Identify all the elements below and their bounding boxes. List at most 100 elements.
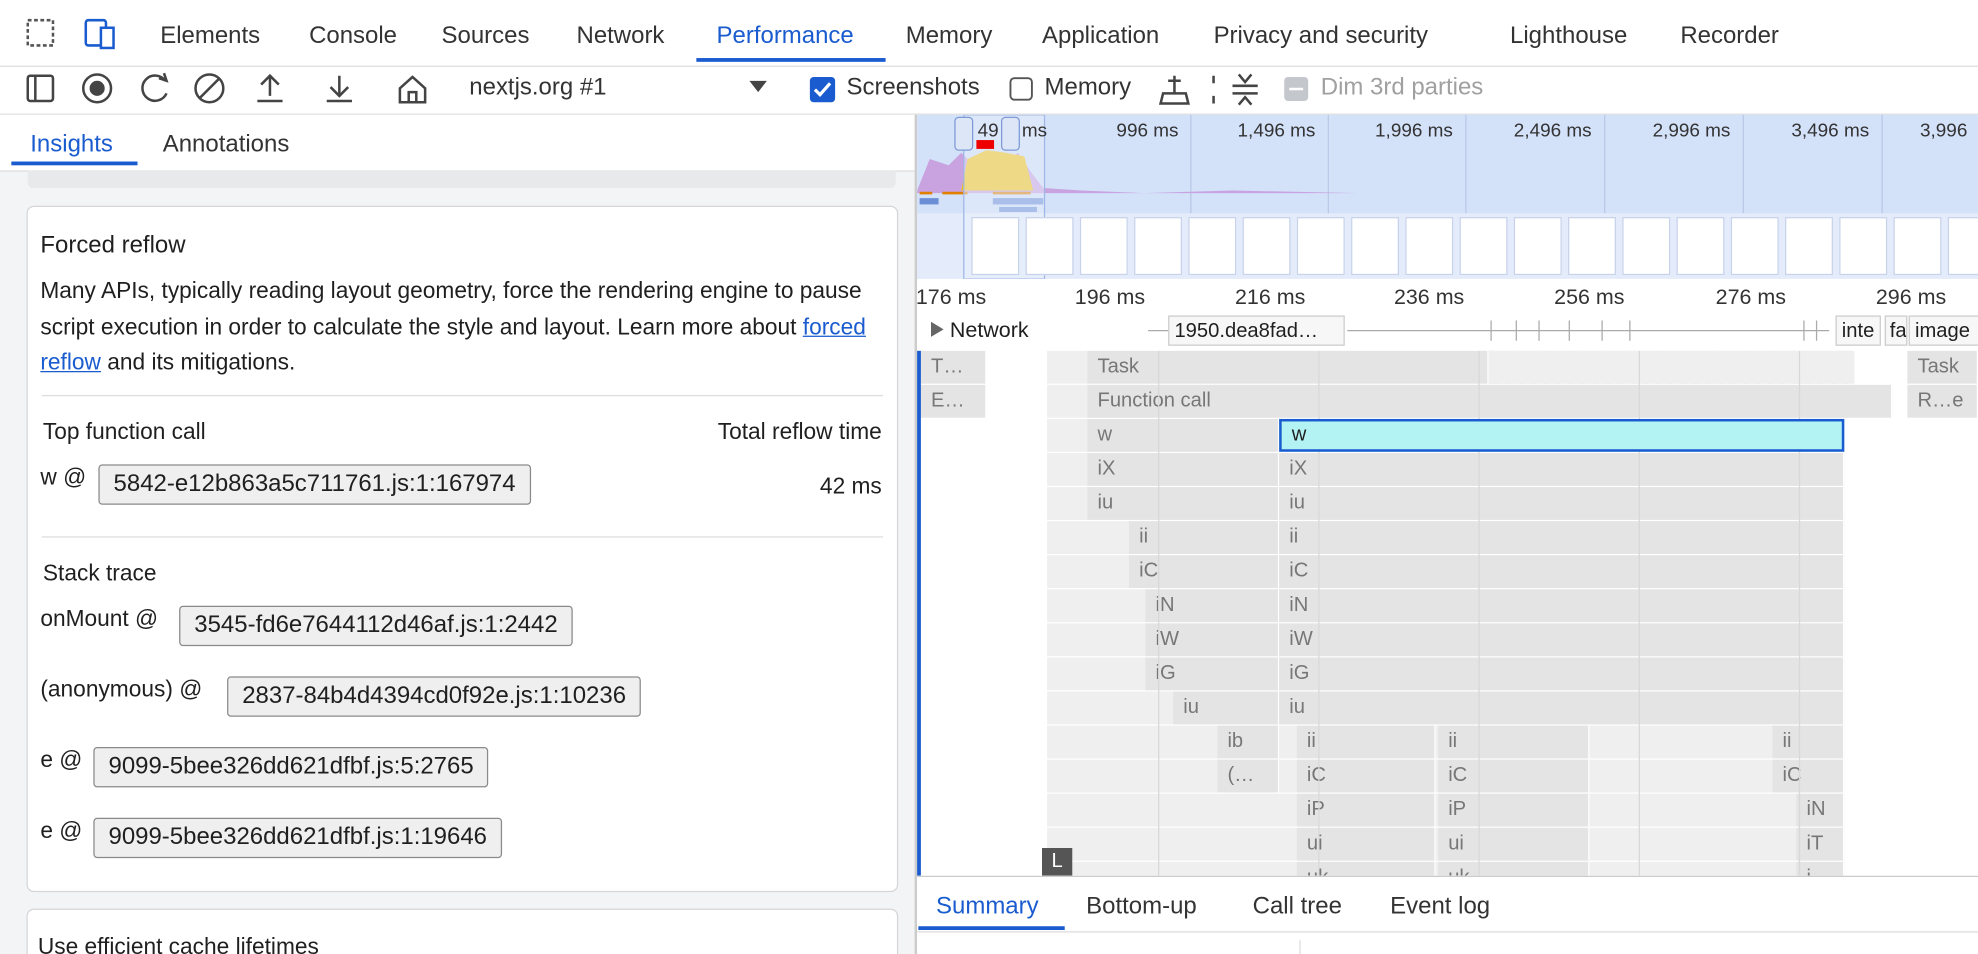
insight-card <box>26 908 899 954</box>
flame-entry[interactable]: ib <box>1217 725 1280 759</box>
flame-entry[interactable]: ui <box>1438 827 1590 861</box>
ruler-label: 196 ms <box>1074 285 1146 310</box>
flame-entry[interactable]: R…e <box>1907 384 1978 418</box>
network-request[interactable]: image <box>1908 315 1978 346</box>
checkbox-disabled <box>1284 76 1309 101</box>
recording-select[interactable]: nextjs.org #1 <box>469 74 607 101</box>
link[interactable]: forced reflow <box>40 313 866 375</box>
source-link[interactable]: 9099-5bee326dd621dfbf.js:5:2765 <box>93 747 489 788</box>
network-request[interactable]: fa <box>1884 315 1908 346</box>
toolbar-icons-2[interactable] <box>1156 71 1282 109</box>
tab[interactable]: Sources <box>441 22 530 50</box>
source-link[interactable]: 2837-84b4d4394cd0f92e.js:1:10236 <box>227 676 642 717</box>
flame-entry[interactable]: uk <box>1438 861 1590 876</box>
bottom-tab[interactable]: Event log <box>1390 893 1491 920</box>
overview-label: 1,496 ms <box>1237 119 1316 142</box>
overview-label: 2,996 ms <box>1652 119 1731 142</box>
flame-entry[interactable]: ii <box>1279 521 1845 554</box>
source-link[interactable]: 3545-fd6e7644112d46af.js:1:2442 <box>179 605 573 647</box>
flame-entry[interactable]: iu <box>1279 691 1845 725</box>
bottom-tab[interactable]: Call tree <box>1252 893 1342 920</box>
overview-label: 3,996 <box>1920 119 1968 142</box>
checkbox-label[interactable]: Memory <box>1044 74 1132 101</box>
flame-entry[interactable]: iP <box>1438 793 1590 827</box>
checkbox-checked[interactable] <box>809 76 837 104</box>
flame-entry[interactable]: iX <box>1279 453 1845 486</box>
checkbox[interactable] <box>1009 77 1034 102</box>
tab[interactable]: Privacy and security <box>1213 22 1429 50</box>
toolbar-icons[interactable] <box>23 71 439 109</box>
flame-entry[interactable]: iW <box>1145 623 1280 657</box>
tab-indicator <box>696 58 886 62</box>
flame-entry[interactable]: iN <box>1145 589 1280 623</box>
bottom-tab-active[interactable]: Summary <box>936 893 1039 920</box>
flame-entry[interactable]: (… <box>1217 759 1280 793</box>
overview-label: 2,496 ms <box>1513 119 1592 142</box>
screenshot-thumb <box>1134 217 1183 276</box>
overview-label: 3,496 ms <box>1791 119 1870 142</box>
inspect-icons[interactable] <box>25 18 126 53</box>
tab[interactable]: Console <box>309 22 398 50</box>
time-grid-line <box>1158 350 1160 876</box>
flame-entry[interactable]: iN <box>1796 793 1845 827</box>
source-link[interactable]: 9099-5bee326dd621dfbf.js:1:19646 <box>93 817 503 859</box>
flame-entry[interactable]: iC <box>1438 759 1590 793</box>
flame-entry[interactable]: ii <box>1129 521 1280 554</box>
flame-entry[interactable]: iG <box>1279 657 1845 691</box>
expand-arrow[interactable] <box>930 321 945 339</box>
flame-entry[interactable]: iC <box>1296 759 1436 793</box>
flame-entry[interactable]: iP <box>1296 793 1436 827</box>
flame-entry[interactable]: ii <box>1438 725 1590 759</box>
flame-entry[interactable]: Task <box>1907 350 1978 384</box>
flame-entry[interactable]: iW <box>1279 623 1845 657</box>
sidebar-tab[interactable]: Annotations <box>162 131 290 158</box>
flame-entry[interactable]: iu <box>1279 487 1845 520</box>
flame-entry[interactable]: Task <box>1087 350 1489 384</box>
flame-entry[interactable]: w <box>1087 418 1280 452</box>
flame-entry[interactable]: E… <box>920 384 987 418</box>
flame-entry[interactable]: iC <box>1279 555 1845 589</box>
bottom-panel <box>917 875 1978 954</box>
splitter[interactable] <box>914 114 918 954</box>
flame-entry[interactable]: iN <box>1279 589 1845 623</box>
function-name: onMount @ <box>40 605 159 631</box>
dropdown-arrow <box>749 80 767 93</box>
tab[interactable]: Elements <box>160 22 261 50</box>
tab-active[interactable]: Performance <box>716 22 854 50</box>
card-edge <box>27 170 896 189</box>
flame-entry[interactable]: ii <box>1296 725 1436 759</box>
flame-entry[interactable]: iu <box>1087 487 1280 520</box>
flame-entry[interactable]: iC <box>1772 759 1845 793</box>
tab[interactable]: Network <box>576 22 665 50</box>
source-link[interactable]: 5842-e12b863a5c711761.js:1:167974 <box>98 464 531 505</box>
flame-entry[interactable]: uk <box>1296 861 1436 876</box>
bottom-tab[interactable]: Bottom-up <box>1086 893 1197 920</box>
layout-marker[interactable]: L <box>1041 847 1073 876</box>
checkbox-label[interactable]: Screenshots <box>846 74 980 101</box>
tab[interactable]: Lighthouse <box>1510 22 1628 50</box>
tab[interactable]: Recorder <box>1680 22 1779 50</box>
flame-entry[interactable]: iX <box>1087 453 1280 486</box>
tab[interactable]: Memory <box>905 22 993 50</box>
network-request[interactable]: 1950.dea8fad… <box>1168 315 1345 346</box>
flame-entry-selected[interactable]: w <box>1279 418 1845 452</box>
description: and its mitigations. <box>100 349 296 375</box>
flame-entry[interactable]: iG <box>1145 657 1280 691</box>
screenshot-thumb <box>1025 217 1074 276</box>
sidebar-tab-active[interactable]: Insights <box>30 131 113 158</box>
screenshot-thumb <box>1785 217 1833 276</box>
flame-entry[interactable]: ii <box>1772 725 1845 759</box>
screenshot-thumb <box>1676 217 1725 276</box>
function-name: e @ <box>40 747 83 773</box>
flame-entry[interactable]: iC <box>1129 555 1280 589</box>
flame-entry[interactable]: Function call <box>1087 384 1893 418</box>
flame-entry[interactable]: i <box>1796 861 1845 876</box>
track-label[interactable]: Network <box>949 317 1029 342</box>
flame-entry[interactable]: T… <box>920 350 987 384</box>
insight-title[interactable]: Use efficient cache lifetimes <box>37 933 319 954</box>
flame-entry[interactable]: iu <box>1173 691 1280 725</box>
tab[interactable]: Application <box>1041 22 1160 50</box>
network-request[interactable]: inte <box>1835 315 1881 346</box>
flame-entry[interactable]: iT <box>1796 827 1845 861</box>
description: Many APIs, typically reading layout geom… <box>40 277 862 339</box>
